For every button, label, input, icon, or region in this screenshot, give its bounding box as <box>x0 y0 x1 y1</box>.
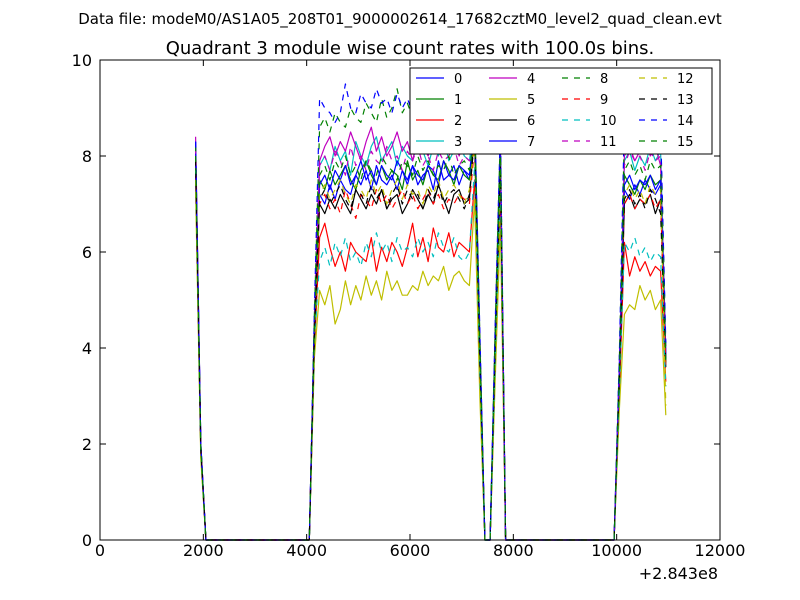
legend-label-12: 12 <box>677 72 694 87</box>
series-line-12 <box>195 141 667 541</box>
legend-label-0: 0 <box>454 72 462 87</box>
y-tick-label: 6 <box>82 243 92 262</box>
x-tick-label: 6000 <box>390 541 431 560</box>
x-offset-label: +2.843e8 <box>639 564 718 583</box>
y-tick-label: 2 <box>82 435 92 454</box>
legend-label-8: 8 <box>600 72 608 87</box>
x-tick-label: 10000 <box>591 541 642 560</box>
x-tick-label: 4000 <box>286 541 327 560</box>
x-tick-label: 12000 <box>695 541 746 560</box>
legend-label-11: 11 <box>600 135 617 150</box>
y-tick-label: 10 <box>72 51 92 70</box>
legend-label-2: 2 <box>454 114 462 129</box>
y-tick-label: 4 <box>82 339 92 358</box>
x-tick-label: 2000 <box>183 541 224 560</box>
legend-label-15: 15 <box>677 135 694 150</box>
y-tick-label: 0 <box>82 531 92 550</box>
x-tick-label: 8000 <box>493 541 534 560</box>
legend-label-6: 6 <box>527 114 535 129</box>
chart-title: Quadrant 3 module wise count rates with … <box>166 38 655 59</box>
x-tick-label: 0 <box>95 541 105 560</box>
legend-label-13: 13 <box>677 93 694 108</box>
legend-label-1: 1 <box>454 93 462 108</box>
legend-label-4: 4 <box>527 72 535 87</box>
y-tick-label: 8 <box>82 147 92 166</box>
legend-label-5: 5 <box>527 93 535 108</box>
legend-label-7: 7 <box>527 135 535 150</box>
suptitle: Data file: modeM0/AS1A05_208T01_90000026… <box>78 10 722 29</box>
legend-label-9: 9 <box>600 93 608 108</box>
legend-label-14: 14 <box>677 114 694 129</box>
legend-label-10: 10 <box>600 114 617 129</box>
legend-label-3: 3 <box>454 135 462 150</box>
legend-box <box>409 67 713 155</box>
